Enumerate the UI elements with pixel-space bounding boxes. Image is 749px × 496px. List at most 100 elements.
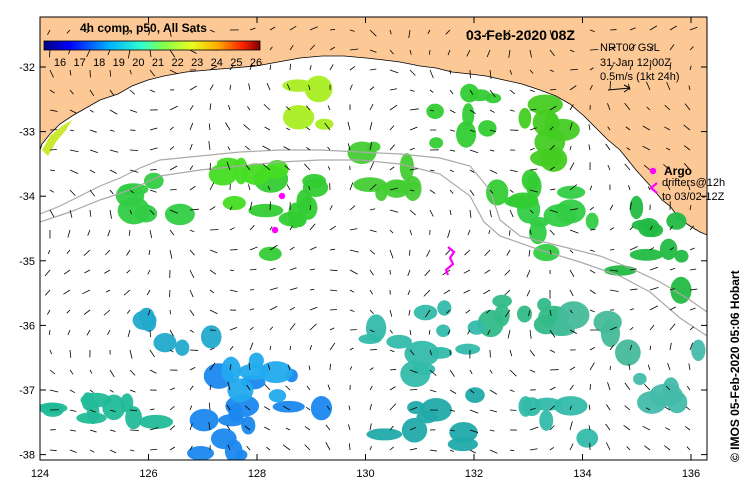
current-vector: [266, 446, 271, 451]
current-vector: [369, 269, 374, 276]
current-vector: [509, 369, 517, 377]
current-vector: [689, 46, 694, 51]
current-vector: [688, 85, 691, 91]
current-vector: [529, 229, 532, 235]
sst-patch: [315, 118, 334, 130]
current-vector: [149, 69, 156, 77]
sst-patch: [529, 220, 547, 245]
current-vector: [149, 448, 158, 451]
current-vector: [369, 309, 374, 315]
current-vector: [226, 404, 231, 411]
current-vector: [389, 29, 392, 35]
current-vector: [683, 124, 691, 131]
current-vector: [67, 229, 71, 238]
y-tick-label: -37: [19, 385, 35, 397]
current-vector: [609, 344, 615, 351]
current-vector: [489, 429, 495, 432]
current-vector: [129, 369, 136, 376]
current-vector: [469, 369, 473, 375]
current-vector: [369, 103, 374, 111]
current-vector: [287, 364, 291, 371]
current-vector: [529, 209, 534, 214]
current-vector: [469, 169, 475, 173]
current-vector: [109, 449, 117, 454]
current-vector: [249, 27, 256, 31]
current-vector: [149, 229, 153, 239]
current-vector: [325, 424, 331, 431]
current-vector: [426, 249, 431, 257]
sst-patch: [175, 339, 190, 356]
current-vector: [529, 407, 536, 411]
current-vector: [243, 124, 251, 131]
current-vector: [369, 68, 377, 71]
current-vector: [629, 226, 634, 231]
sst-patch: [266, 160, 289, 179]
current-vector: [89, 429, 97, 433]
current-vector: [445, 29, 451, 35]
sst-patch: [642, 223, 664, 238]
current-vector: [369, 446, 372, 451]
current-vector: [644, 384, 651, 391]
current-vector: [325, 441, 331, 451]
current-vector: [209, 103, 212, 111]
current-vector: [389, 187, 398, 191]
current-vector: [509, 89, 516, 95]
current-vector: [429, 49, 431, 55]
current-vector: [169, 165, 178, 171]
current-legend: NRT00 GSL 31-Jan 12:00Z 0.5m/s (1kt 24h): [600, 42, 679, 93]
current-vector: [285, 385, 291, 391]
current-vector: [349, 309, 355, 312]
scale-arrow: [607, 87, 631, 91]
current-vector: [208, 402, 211, 411]
current-vector: [549, 166, 556, 171]
current-vector: [589, 362, 595, 371]
current-vector: [665, 385, 671, 391]
current-vector: [629, 44, 636, 51]
current-vector: [49, 109, 58, 112]
current-vector: [289, 287, 298, 291]
current-vector: [107, 329, 111, 336]
current-vector: [329, 205, 333, 211]
current-vector: [309, 306, 318, 311]
current-vector: [449, 449, 455, 452]
sst-patch: [527, 94, 563, 115]
current-vector: [109, 189, 114, 195]
sst-patch: [353, 177, 387, 193]
current-vector: [306, 147, 311, 151]
current-vector: [283, 146, 291, 151]
current-vector: [409, 329, 412, 335]
current-vector: [446, 309, 451, 314]
current-vector: [109, 89, 115, 96]
current-vector: [69, 129, 75, 132]
current-vector: [642, 125, 651, 131]
current-vector: [389, 386, 396, 391]
current-vector: [607, 382, 611, 391]
current-vector: [529, 369, 536, 373]
current-vector: [466, 49, 471, 57]
current-vector: [69, 449, 77, 453]
sst-patch: [42, 120, 72, 156]
current-vector: [484, 269, 491, 274]
current-vector: [686, 446, 691, 451]
current-vector: [245, 164, 251, 171]
sst-patches: [40, 75, 706, 460]
current-vector: [247, 106, 251, 111]
current-vector: [569, 162, 575, 171]
current-vector: [549, 405, 555, 411]
x-tick-label: 132: [465, 468, 483, 480]
current-vector: [89, 189, 95, 197]
current-vector: [103, 309, 111, 316]
current-vector: [262, 145, 271, 151]
current-vector: [664, 104, 671, 111]
current-vector: [669, 306, 676, 311]
current-vector: [329, 46, 336, 51]
current-vector: [646, 106, 651, 111]
current-vector: [483, 289, 491, 295]
current-vector: [49, 89, 55, 94]
current-vector: [248, 83, 251, 91]
current-vector: [347, 143, 351, 151]
land-mass: [40, 17, 707, 236]
current-vector: [209, 65, 218, 71]
current-vector: [589, 289, 596, 295]
sst-patch: [455, 343, 481, 355]
